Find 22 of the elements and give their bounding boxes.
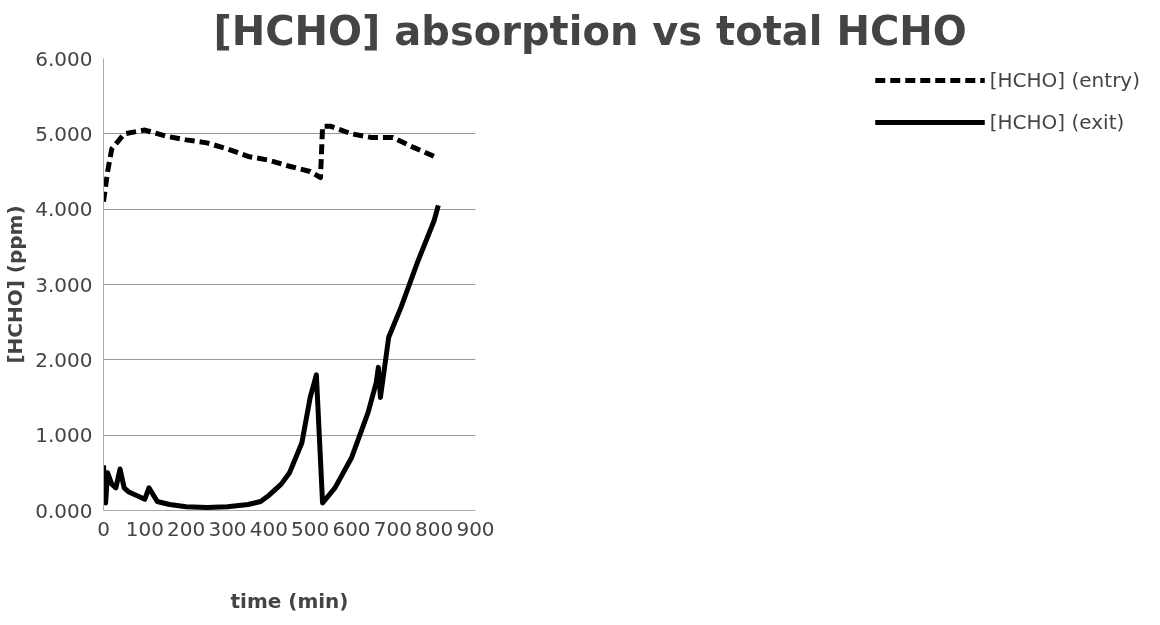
text: [HCHO] (exit)	[989, 110, 1125, 134]
x-tick-label: 800	[415, 516, 454, 541]
x-tick-label: 700	[373, 516, 412, 541]
y-tick-label: 6.000	[35, 46, 93, 71]
x-tick-label: 100	[125, 516, 164, 541]
x-axis-title: time (min)	[230, 588, 349, 613]
y-tick-label: 4.000	[35, 197, 93, 222]
y-tick-label: 2.000	[35, 347, 93, 372]
x-tick-label: 400	[249, 516, 288, 541]
text: [HCHO] (entry)	[989, 68, 1140, 92]
x-tick-label: 500	[291, 516, 330, 541]
y-tick-label: 3.000	[35, 272, 93, 297]
y-axis-title: [HCHO] (ppm)	[3, 205, 28, 364]
y-tick-label: 0.000	[35, 498, 93, 523]
y-tick-label: 5.000	[35, 121, 93, 146]
x-tick-label: 300	[208, 516, 247, 541]
y-tick-label: 1.000	[35, 423, 93, 448]
text: [HCHO] absorption vs total HCHO	[213, 7, 967, 54]
x-tick-label: 0	[97, 516, 110, 541]
x-tick-label: 900	[456, 516, 495, 541]
x-tick-label: 600	[332, 516, 371, 541]
x-tick-label: 200	[167, 516, 206, 541]
